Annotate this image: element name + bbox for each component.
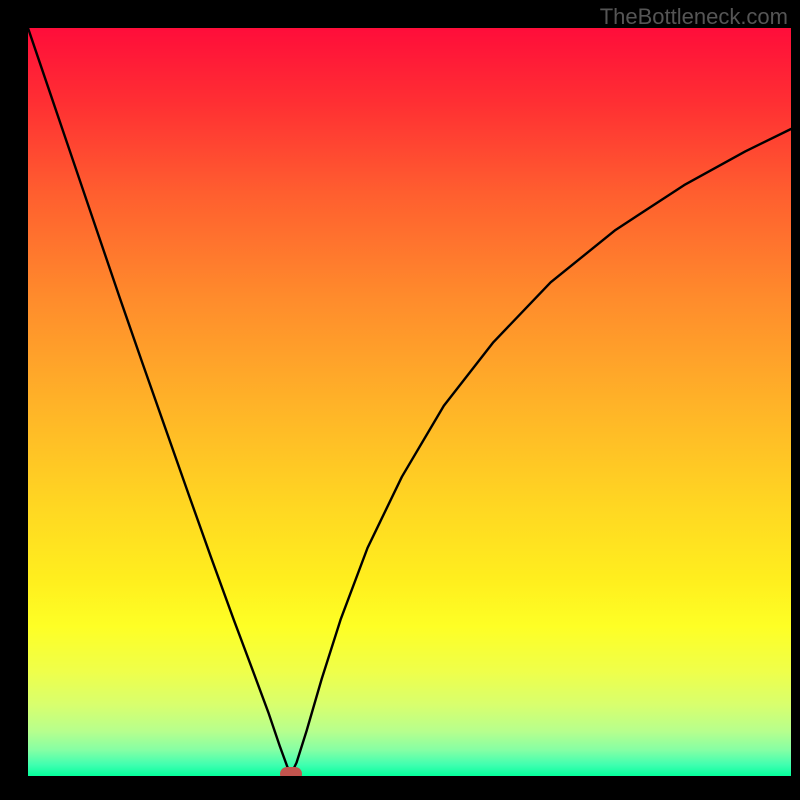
bottleneck-curve-line bbox=[28, 28, 791, 776]
watermark-text: TheBottleneck.com bbox=[600, 4, 788, 30]
chart-plot-area bbox=[28, 28, 791, 776]
minimum-point-marker bbox=[280, 767, 302, 776]
